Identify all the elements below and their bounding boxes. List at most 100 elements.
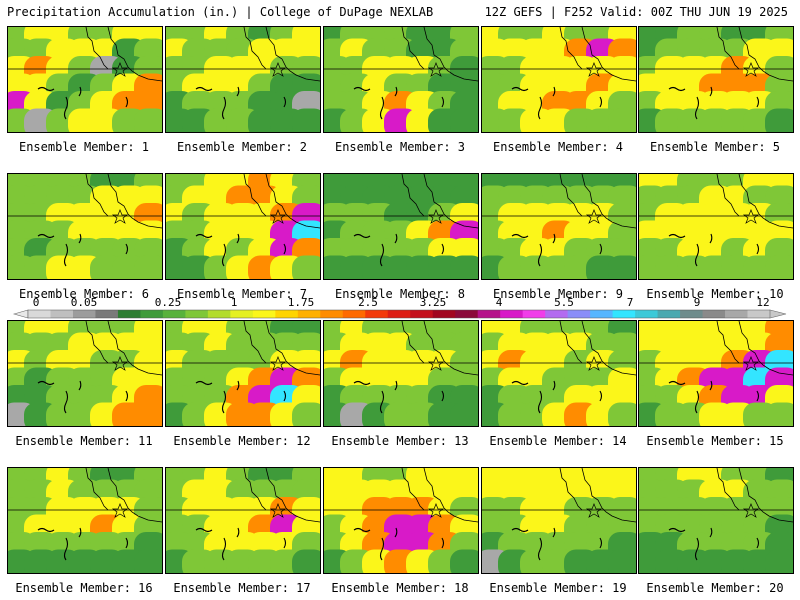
precip-blob [134,108,162,132]
colorbar-segment [140,310,164,318]
coastline [243,468,320,523]
ensemble-map-20 [638,467,794,574]
ensemble-map-9 [481,173,637,280]
member-label-14: Ensemble Member: 14 [489,434,627,448]
member-label-7: Ensemble Member: 7 [176,287,308,301]
colorbar-segment [342,310,366,318]
precip-blob [765,549,793,573]
ensemble-map-6 [7,173,163,280]
lake-outlines [668,233,760,267]
colorbar-tick-label: 1 [231,296,238,309]
colorbar-tick-label: 0.25 [155,296,182,309]
precip-blob [134,402,162,426]
precip-blob [134,549,162,573]
city-star-icon [427,503,445,518]
city-star-icon [269,209,287,224]
colorbar-segment [207,310,231,318]
colorbar-segment [590,310,614,318]
colorbar-segment [725,310,749,318]
city-star-icon [742,356,760,371]
precip-field-16 [8,468,162,573]
precip-blob [292,402,320,426]
city-star-icon [427,356,445,371]
colorbar-segment [28,310,51,318]
coastline [716,468,793,523]
precip-field-3 [324,27,478,132]
city-star-icon [427,62,445,77]
ensemble-map-16 [7,467,163,574]
city-star-icon [427,209,445,224]
ensemble-map-19 [481,467,637,574]
precip-field-14 [482,321,636,426]
colorbar-tick-label: 2.5 [358,296,378,309]
lake-outlines [37,233,129,267]
coastline [243,27,320,82]
ensemble-map-5 [638,26,794,133]
member-label-19: Ensemble Member: 19 [489,581,627,595]
coastline [401,27,478,82]
colorbar-segment [567,310,591,318]
lake-outlines [37,380,129,414]
colorbar-segment [95,310,119,318]
coastline [243,321,320,376]
member-label-11: Ensemble Member: 11 [15,434,153,448]
ensemble-map-12 [165,320,321,427]
colorbar-tick-label: 3.25 [420,296,447,309]
colorbar-segment [500,310,524,318]
colorbar-segment [545,310,569,318]
precip-blob [608,108,636,132]
coastline [85,468,162,523]
colorbar-segment [230,310,254,318]
lake-outlines [668,380,760,414]
member-label-3: Ensemble Member: 3 [334,140,466,154]
lake-outlines [668,86,760,120]
colorbar-segment [635,310,659,318]
colorbar-segment [72,310,96,318]
colorbar-segment [702,310,726,318]
city-star-icon [585,62,603,77]
lake-outlines [37,527,129,561]
ensemble-map-7 [165,173,321,280]
precip-field-19 [482,468,636,573]
member-label-20: Ensemble Member: 20 [646,581,784,595]
colorbar-segment [252,310,276,318]
precip-field-5 [639,27,793,132]
lake-outlines [195,233,287,267]
colorbar-segment [522,310,546,318]
ensemble-map-8 [323,173,479,280]
member-label-6: Ensemble Member: 6 [18,287,150,301]
precip-blob [292,255,320,279]
coastline [559,321,636,376]
colorbar-left-arrow [12,309,29,319]
precip-blob [450,402,478,426]
city-star-icon [269,62,287,77]
lake-outlines [511,233,603,267]
precip-field-15 [639,321,793,426]
member-label-4: Ensemble Member: 4 [492,140,624,154]
lake-outlines [353,86,445,120]
lake-outlines [37,86,129,120]
precip-field-13 [324,321,478,426]
colorbar-tick-label: 0.05 [71,296,98,309]
precipitation-colorbar: 0 0.05 0.25 1 1.75 2.5 3.25 4 5.5 7 9 12 [12,296,787,319]
precip-blob [765,108,793,132]
precip-field-11 [8,321,162,426]
colorbar-segment [365,310,389,318]
lake-outlines [195,380,287,414]
precip-field-8 [324,174,478,279]
coastline [716,174,793,229]
ensemble-map-3 [323,26,479,133]
precip-field-2 [166,27,320,132]
colorbar-segment [432,310,456,318]
coastline [716,321,793,376]
member-label-1: Ensemble Member: 1 [18,140,150,154]
colorbar-segment [747,310,771,318]
colorbar-segment [455,310,479,318]
ensemble-map-1 [7,26,163,133]
ensemble-map-18 [323,467,479,574]
colorbar-tick-label: 1.75 [288,296,315,309]
member-label-17: Ensemble Member: 17 [173,581,311,595]
lake-outlines [511,86,603,120]
ensemble-map-11 [7,320,163,427]
ensemble-map-14 [481,320,637,427]
